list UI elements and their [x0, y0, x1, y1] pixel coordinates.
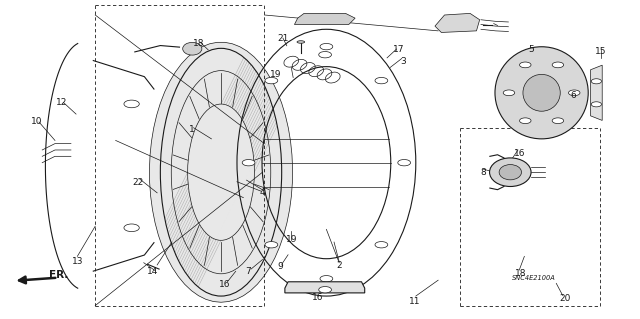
Text: 1: 1	[189, 125, 195, 134]
Text: 15: 15	[595, 47, 607, 56]
Circle shape	[520, 118, 531, 123]
Text: 6: 6	[571, 92, 577, 100]
Text: 7: 7	[246, 267, 252, 276]
Text: SNC4E2100A: SNC4E2100A	[512, 275, 556, 281]
Text: 5: 5	[528, 45, 534, 55]
Ellipse shape	[297, 41, 305, 43]
Ellipse shape	[499, 165, 522, 180]
Circle shape	[242, 160, 255, 166]
Circle shape	[375, 241, 388, 248]
Circle shape	[265, 78, 278, 84]
Polygon shape	[435, 13, 479, 33]
Text: 13: 13	[72, 257, 83, 266]
Circle shape	[320, 276, 333, 282]
Text: 16: 16	[513, 149, 525, 158]
Circle shape	[591, 102, 602, 107]
Circle shape	[124, 224, 140, 232]
Text: 19: 19	[269, 70, 281, 79]
Text: 22: 22	[132, 178, 143, 187]
Text: 12: 12	[56, 98, 67, 107]
Circle shape	[552, 118, 564, 123]
Text: 8: 8	[480, 168, 486, 177]
Circle shape	[520, 62, 531, 68]
Text: 17: 17	[393, 45, 404, 55]
Polygon shape	[150, 42, 292, 302]
Circle shape	[124, 100, 140, 108]
Text: 14: 14	[147, 267, 158, 276]
Circle shape	[552, 62, 564, 68]
Ellipse shape	[523, 74, 560, 111]
Text: 21: 21	[277, 34, 289, 43]
Text: 18: 18	[515, 269, 527, 278]
Circle shape	[503, 90, 515, 96]
Text: FR.: FR.	[49, 271, 68, 280]
Polygon shape	[591, 65, 602, 121]
Circle shape	[320, 43, 333, 50]
Text: 2: 2	[337, 261, 342, 271]
Circle shape	[568, 90, 580, 96]
Circle shape	[265, 241, 278, 248]
Text: 18: 18	[193, 39, 204, 48]
Text: 3: 3	[400, 56, 406, 65]
Polygon shape	[285, 282, 365, 293]
Text: 16: 16	[218, 280, 230, 289]
Circle shape	[591, 79, 602, 84]
Text: 4: 4	[260, 188, 266, 197]
Circle shape	[398, 160, 410, 166]
Circle shape	[319, 286, 332, 293]
Ellipse shape	[490, 158, 531, 187]
Ellipse shape	[182, 42, 202, 55]
Polygon shape	[294, 13, 355, 25]
Circle shape	[375, 78, 388, 84]
Text: 11: 11	[409, 297, 420, 306]
Text: 19: 19	[285, 235, 297, 244]
Text: 20: 20	[559, 294, 570, 303]
Text: 9: 9	[277, 262, 283, 271]
Text: 16: 16	[312, 293, 324, 302]
Ellipse shape	[495, 47, 588, 139]
Circle shape	[319, 51, 332, 58]
Text: 10: 10	[31, 117, 43, 126]
